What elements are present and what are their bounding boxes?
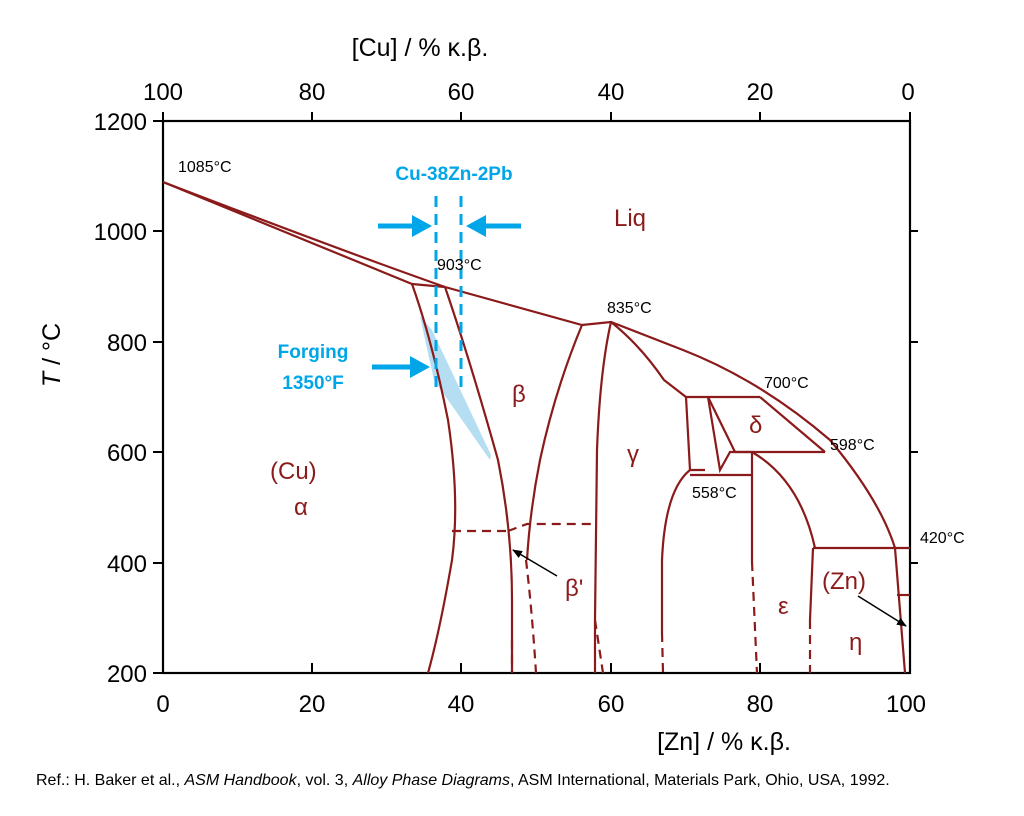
ref-handbook-title: ASM Handbook xyxy=(184,772,297,789)
ref-authors: Ref.: H. Baker et al., xyxy=(36,772,185,789)
bottom-tick-label: 40 xyxy=(448,691,475,718)
y-tick-label: 1000 xyxy=(94,219,147,246)
alloy-composition-lines xyxy=(434,196,463,392)
y-axis-title: T / °C xyxy=(38,323,66,387)
ref-volume: , vol. 3, xyxy=(296,772,353,789)
temp-label-903: 903°C xyxy=(437,257,482,274)
bottom-tick-label: 100 xyxy=(886,691,926,718)
phase-label-beta: β xyxy=(512,381,526,408)
top-tick-label: 20 xyxy=(747,79,774,106)
alloy-label: Cu-38Zn-2Pb xyxy=(395,164,512,185)
beta-prime-pointer-arrow xyxy=(512,549,558,577)
temp-label-558: 558°C xyxy=(692,485,737,502)
temp-label-598: 598°C xyxy=(830,437,875,454)
phase-label-beta-prime: β' xyxy=(565,575,583,602)
top-tick-label: 60 xyxy=(448,79,475,106)
phase-label-liquid: Liq xyxy=(614,205,646,232)
top-axis-title: [Cu] / % κ.β. xyxy=(352,34,489,62)
tick-marks xyxy=(153,112,918,674)
top-tick-label: 100 xyxy=(143,79,183,106)
y-tick-label: 200 xyxy=(107,661,147,688)
phase-label-gamma: γ xyxy=(627,441,639,468)
phase-label-zn: (Zn) xyxy=(822,568,866,595)
temp-label-835: 835°C xyxy=(607,300,652,317)
forging-temp-label: 1350°F xyxy=(282,373,343,394)
y-tick-label: 800 xyxy=(107,330,147,357)
phase-boundaries xyxy=(162,180,910,674)
reference-citation: Ref.: H. Baker et al., ASM Handbook, vol… xyxy=(36,772,890,790)
bottom-tick-label: 20 xyxy=(299,691,326,718)
phase-label-epsilon: ε xyxy=(778,593,789,620)
ref-book-title: Alloy Phase Diagrams xyxy=(352,772,510,789)
top-tick-label: 40 xyxy=(598,79,625,106)
plot-frame xyxy=(161,119,912,675)
top-tick-label: 80 xyxy=(299,79,326,106)
zn-pointer-arrow xyxy=(857,595,907,627)
temp-label-1085: 1085°C xyxy=(178,159,232,176)
temp-label-700: 700°C xyxy=(764,375,809,392)
phase-label-cu: (Cu) xyxy=(270,458,317,485)
y-tick-label: 1200 xyxy=(94,109,147,136)
phase-diagram: 0 20 40 60 80 100 100 80 60 40 20 0 200 … xyxy=(38,34,965,756)
alloy-arrows xyxy=(372,215,521,378)
top-tick-label: 0 xyxy=(901,79,914,106)
dashed-boundaries xyxy=(452,522,812,674)
forging-label: Forging xyxy=(278,342,349,363)
phase-label-eta: η xyxy=(849,629,862,656)
forging-window-shading xyxy=(420,316,491,460)
ref-publisher: , ASM International, Materials Park, Ohi… xyxy=(510,772,890,789)
bottom-axis-title: [Zn] / % κ.β. xyxy=(657,728,791,756)
phase-label-alpha: α xyxy=(294,494,308,521)
bottom-tick-label: 80 xyxy=(747,691,774,718)
y-tick-label: 400 xyxy=(107,551,147,578)
phase-label-delta: δ xyxy=(749,412,762,439)
bottom-tick-label: 60 xyxy=(598,691,625,718)
bottom-tick-label: 0 xyxy=(156,691,169,718)
y-tick-label: 600 xyxy=(107,440,147,467)
temp-label-420: 420°C xyxy=(920,530,965,547)
